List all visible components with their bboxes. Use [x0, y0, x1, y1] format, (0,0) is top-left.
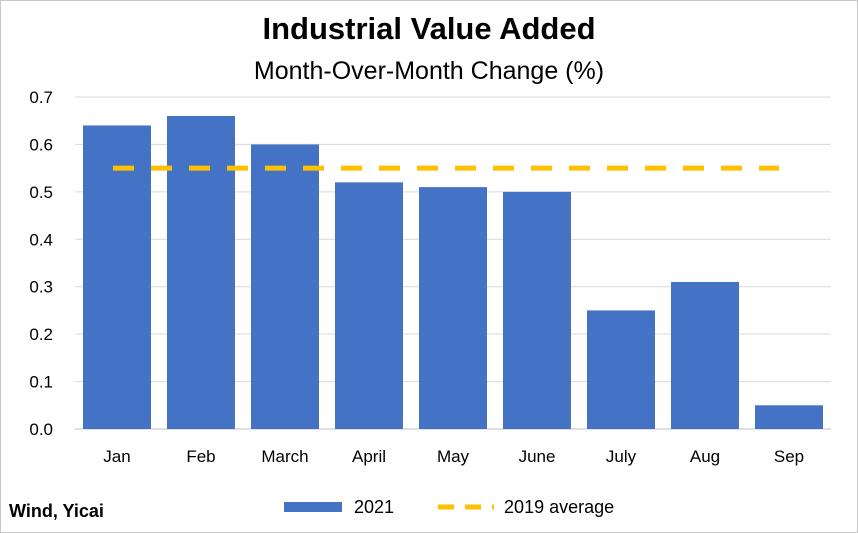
y-tick-label: 0.0 — [29, 420, 53, 439]
legend-label-line: 2019 average — [504, 496, 615, 517]
bar-march — [251, 144, 319, 429]
y-tick-label: 0.2 — [29, 325, 53, 344]
x-tick-label: April — [352, 447, 386, 466]
x-tick-label: March — [261, 447, 308, 466]
y-tick-label: 0.3 — [29, 278, 53, 297]
source-note: Wind, Yicai — [9, 501, 104, 521]
x-tick-label: July — [606, 447, 637, 466]
bar-sep — [755, 405, 823, 429]
bar-jan — [83, 125, 151, 429]
legend-swatch-bars — [284, 502, 342, 512]
bar-june — [503, 191, 571, 429]
legend-label-bars: 2021 — [354, 496, 395, 517]
x-tick-label: Feb — [186, 447, 215, 466]
x-axis-ticks: Jan Feb March April May June July Aug Sep — [103, 447, 804, 466]
legend-swatch-line — [438, 504, 495, 510]
x-tick-label: Jan — [103, 447, 130, 466]
chart-title: Industrial Value Added — [262, 11, 596, 46]
y-tick-label: 0.4 — [29, 230, 53, 249]
bar-july — [587, 310, 655, 429]
x-tick-label: June — [519, 447, 556, 466]
y-tick-label: 0.1 — [29, 373, 53, 392]
y-tick-label: 0.6 — [29, 135, 53, 154]
bar-feb — [167, 115, 235, 429]
bar-series — [83, 115, 823, 429]
x-tick-label: May — [437, 447, 470, 466]
bar-may — [419, 187, 487, 429]
y-tick-label: 0.7 — [29, 88, 53, 107]
bar-aug — [671, 281, 739, 429]
legend-item-bars: 2021 — [284, 497, 394, 518]
x-tick-label: Sep — [774, 447, 804, 466]
bar-april — [335, 182, 403, 429]
x-tick-label: Aug — [690, 447, 720, 466]
y-axis-ticks: 0.0 0.1 0.2 0.3 0.4 0.5 0.6 0.7 — [29, 88, 53, 439]
legend: 2021 2019 average — [284, 495, 614, 519]
y-tick-label: 0.5 — [29, 183, 53, 202]
chart-subtitle: Month-Over-Month Change (%) — [253, 57, 605, 85]
legend-item-line: 2019 average — [436, 497, 614, 518]
